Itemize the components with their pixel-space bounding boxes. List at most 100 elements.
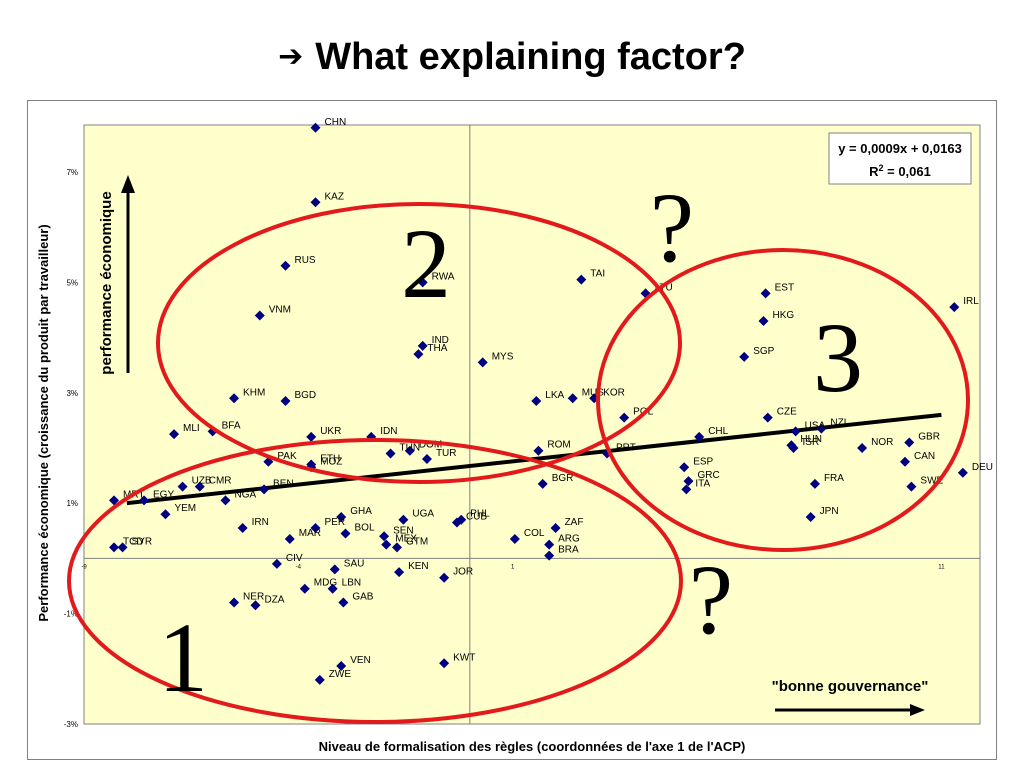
data-label-mar: MAR bbox=[299, 528, 321, 539]
chart-frame: 7% 5% 3% 1% -1% -3% -9 -4 1 11 CHN KAZ RUS VNM RWA IN… bbox=[27, 100, 997, 760]
data-point-irl bbox=[949, 302, 960, 313]
data-point-khm bbox=[229, 393, 240, 404]
data-label-hkg: HKG bbox=[773, 310, 795, 321]
data-point-gbr bbox=[904, 437, 915, 448]
data-label-nor: NOR bbox=[871, 437, 893, 448]
data-label-ind: IND bbox=[432, 335, 449, 346]
data-point-gha bbox=[336, 511, 347, 522]
data-point-hkg bbox=[758, 315, 769, 326]
y-axis-ticks: 7% 5% 3% 1% -1% -3% bbox=[64, 168, 78, 729]
horizontal-arrow-head bbox=[910, 704, 925, 716]
data-label-uga: UGA bbox=[412, 509, 434, 520]
data-point-uga bbox=[398, 514, 409, 525]
data-label-vnm: VNM bbox=[269, 304, 291, 315]
data-point-rom bbox=[533, 445, 544, 456]
data-label-bfa: BFA bbox=[222, 420, 241, 431]
horizontal-arrow-label: "bonne gouvernance" bbox=[772, 678, 929, 695]
r-squared: R2 = 0,061 bbox=[869, 163, 931, 179]
slide-title-text: What explaining factor? bbox=[315, 36, 746, 78]
data-label-swe: SWE bbox=[920, 476, 943, 487]
question-mark-top: ? bbox=[650, 172, 694, 283]
data-label-bra: BRA bbox=[558, 545, 579, 556]
data-label-dom: DOM bbox=[419, 440, 442, 451]
data-label-dza: DZA bbox=[264, 594, 284, 605]
data-label-sen: SEN bbox=[393, 525, 414, 536]
data-point-rwa bbox=[417, 277, 428, 288]
data-point-mex bbox=[381, 539, 392, 550]
data-label-jor: JOR bbox=[453, 567, 473, 578]
data-point-bol bbox=[340, 528, 351, 539]
data-label-bgd: BGD bbox=[294, 390, 316, 401]
data-label-ken: KEN bbox=[408, 561, 429, 572]
question-mark-bottom: ? bbox=[689, 544, 733, 655]
data-label-kaz: KAZ bbox=[325, 191, 344, 202]
data-label-can: CAN bbox=[914, 451, 935, 462]
data-point-bgd bbox=[280, 396, 291, 407]
data-point-tun bbox=[385, 448, 396, 459]
data-point-nga bbox=[220, 495, 231, 506]
data-point-gtm bbox=[391, 542, 402, 553]
cluster-1-label: 1 bbox=[158, 602, 208, 713]
data-point-isr bbox=[788, 442, 799, 453]
data-point-ner bbox=[229, 597, 240, 608]
data-label-chn: CHN bbox=[325, 117, 347, 128]
data-label-jpn: JPN bbox=[820, 506, 839, 517]
data-point-ukr bbox=[306, 431, 317, 442]
data-point-uzb bbox=[177, 481, 188, 492]
data-label-chl: CHL bbox=[708, 426, 728, 437]
data-point-mys bbox=[477, 357, 488, 368]
data-point-tcd bbox=[109, 542, 120, 553]
x-axis-ticks: -9 -4 1 11 bbox=[81, 564, 945, 570]
vertical-arrow-head bbox=[121, 175, 135, 193]
data-label-col: COL bbox=[524, 528, 545, 539]
data-label-mex: MEX bbox=[395, 534, 417, 545]
data-point-vnm bbox=[254, 310, 265, 321]
data-label-rom: ROM bbox=[547, 440, 570, 451]
data-label-eth: ETH bbox=[320, 454, 340, 465]
data-point-tai bbox=[576, 274, 587, 285]
data-point-cub bbox=[451, 517, 462, 528]
data-point-civ bbox=[271, 558, 282, 569]
data-label-irn: IRN bbox=[252, 517, 269, 528]
equation-box: y = 0,0009x + 0,0163 R2 = 0,061 bbox=[828, 132, 972, 185]
data-point-mli bbox=[169, 429, 180, 440]
data-point-lbn bbox=[327, 583, 338, 594]
data-point-bra bbox=[544, 550, 555, 561]
y-tick-label: -3% bbox=[64, 720, 78, 729]
data-point-tur bbox=[421, 454, 432, 465]
data-point-nzl bbox=[816, 423, 827, 434]
data-label-rwa: RWA bbox=[432, 271, 455, 282]
data-label-hun: HUN bbox=[800, 434, 822, 445]
data-point-esp bbox=[679, 462, 690, 473]
data-point-mdg bbox=[299, 583, 310, 594]
data-point-swe bbox=[906, 481, 917, 492]
data-point-ben bbox=[259, 484, 270, 495]
data-label-gtm: GTM bbox=[406, 536, 428, 547]
data-label-phl: PHL bbox=[470, 509, 490, 520]
data-label-khm: KHM bbox=[243, 387, 265, 398]
data-label-cze: CZE bbox=[777, 407, 797, 418]
data-point-egy bbox=[139, 495, 150, 506]
data-point-jor bbox=[439, 572, 450, 583]
data-label-est: EST bbox=[775, 282, 794, 293]
data-point-gab bbox=[338, 597, 349, 608]
data-label-zaf: ZAF bbox=[565, 517, 584, 528]
data-label-gab: GAB bbox=[352, 592, 373, 603]
cluster-3-ellipse bbox=[596, 248, 970, 552]
data-point-ven bbox=[336, 661, 347, 672]
data-point-phl bbox=[456, 514, 467, 525]
data-point-ita bbox=[681, 484, 692, 495]
data-label-tcd: TCD bbox=[123, 536, 144, 547]
cluster-3-label: 3 bbox=[813, 302, 863, 413]
data-label-usa: USA bbox=[805, 420, 826, 431]
data-point-dza bbox=[250, 600, 261, 611]
data-label-per: PER bbox=[325, 517, 346, 528]
data-point-lka bbox=[531, 396, 542, 407]
data-label-bol: BOL bbox=[355, 523, 375, 534]
cluster-1-ellipse bbox=[67, 438, 683, 724]
data-label-tai: TAI bbox=[590, 269, 605, 280]
data-label-bgr: BGR bbox=[552, 473, 574, 484]
data-label-zwe: ZWE bbox=[329, 669, 352, 680]
data-label-sgp: SGP bbox=[753, 346, 774, 357]
